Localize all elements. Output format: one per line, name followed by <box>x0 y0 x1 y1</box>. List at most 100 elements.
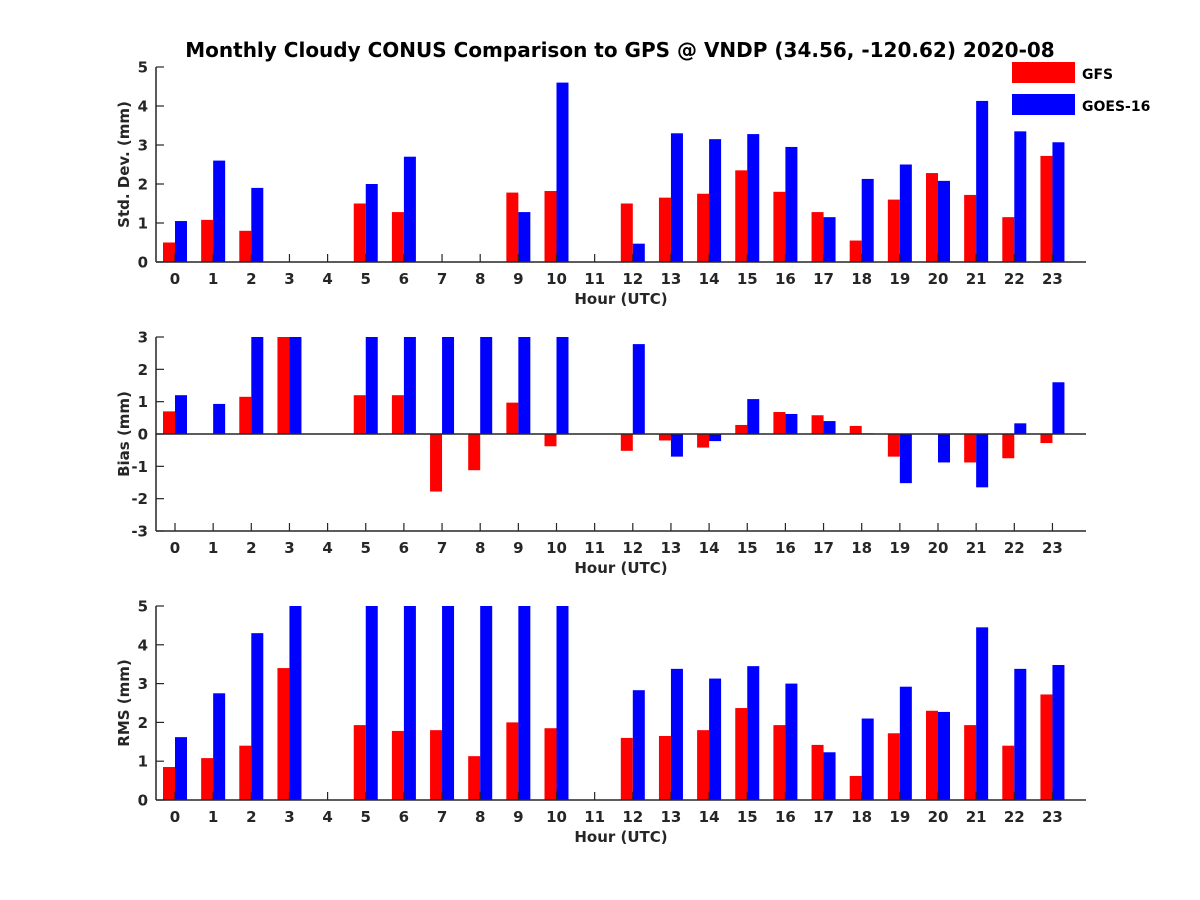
bias-bar-goes16-hour-0 <box>175 395 187 434</box>
bias-y-tick-label: 2 <box>138 361 148 379</box>
std-dev-x-tick-label: 14 <box>699 270 720 288</box>
bias-x-tick-label: 14 <box>699 539 720 557</box>
rms-y-axis-label: RMS (mm) <box>115 659 133 746</box>
std-dev-bar-gfs-hour-16 <box>773 191 786 262</box>
bias-x-tick-label: 7 <box>437 539 447 557</box>
std-dev-bar-goes16-hour-0 <box>175 221 187 262</box>
rms-y-tick-label: 0 <box>138 792 148 810</box>
std-dev-x-tick-label: 11 <box>584 270 605 288</box>
bias-bar-goes16-hour-6 <box>403 337 416 434</box>
rms-x-tick-label: 3 <box>284 808 294 826</box>
std-dev-bar-goes16-hour-22 <box>1014 131 1027 262</box>
std-dev-bar-goes16-hour-20 <box>938 180 950 262</box>
std-dev-bar-gfs-hour-14 <box>697 193 710 262</box>
std-dev-x-tick-label: 16 <box>775 270 796 288</box>
rms-y-tick-label: 4 <box>138 636 148 654</box>
legend-swatch-goes16 <box>1012 94 1075 115</box>
rms-bar-gfs-hour-18 <box>849 775 862 800</box>
std-dev-x-tick-label: 21 <box>966 270 987 288</box>
rms-x-tick-label: 9 <box>513 808 523 826</box>
rms-bar-goes16-hour-12 <box>632 690 645 800</box>
bias-bar-gfs-hour-0 <box>163 411 175 434</box>
rms-bar-goes16-hour-20 <box>938 711 950 800</box>
std-dev-y-tick-label: 2 <box>138 176 148 194</box>
rms-bar-gfs-hour-14 <box>697 730 710 800</box>
std-dev-bar-goes16-hour-1 <box>213 160 226 262</box>
bias-bar-goes16-hour-20 <box>938 434 950 463</box>
rms-bar-gfs-hour-5 <box>353 725 366 800</box>
bias-bar-goes16-hour-7 <box>442 337 455 434</box>
rms-bar-goes16-hour-18 <box>861 718 874 800</box>
bias-bar-gfs-hour-14 <box>697 434 710 448</box>
rms-bar-goes16-hour-1 <box>213 693 226 800</box>
std-dev-bar-gfs-hour-21 <box>964 194 977 262</box>
std-dev-y-tick-label: 3 <box>138 137 148 155</box>
std-dev-x-tick-label: 5 <box>361 270 371 288</box>
std-dev-x-tick-label: 9 <box>513 270 523 288</box>
std-dev-x-tick-label: 4 <box>322 270 332 288</box>
std-dev-bar-goes16-hour-16 <box>785 146 798 262</box>
bias-x-tick-label: 17 <box>813 539 834 557</box>
rms-x-tick-label: 12 <box>622 808 643 826</box>
rms-bar-gfs-hour-23 <box>1040 694 1053 800</box>
rms-bar-gfs-hour-8 <box>468 756 481 800</box>
bias-bar-goes16-hour-22 <box>1014 423 1027 434</box>
rms-bar-gfs-hour-17 <box>811 744 824 800</box>
bias-bar-gfs-hour-16 <box>773 412 786 434</box>
std-dev-y-tick-label: 4 <box>138 98 148 116</box>
bias-bar-goes16-hour-8 <box>480 337 493 434</box>
std-dev-x-tick-label: 0 <box>170 270 180 288</box>
std-dev-x-tick-label: 3 <box>284 270 294 288</box>
std-dev-bar-goes16-hour-13 <box>670 133 683 262</box>
rms-bar-gfs-hour-22 <box>1002 745 1015 800</box>
std-dev-bar-gfs-hour-13 <box>658 197 671 262</box>
bias-x-tick-label: 3 <box>284 539 294 557</box>
bias-y-tick-label: 3 <box>138 329 148 347</box>
rms-bar-goes16-hour-6 <box>403 606 416 800</box>
rms-x-tick-label: 20 <box>928 808 949 826</box>
rms-x-tick-label: 5 <box>361 808 371 826</box>
std-dev-bar-gfs-hour-23 <box>1040 155 1053 262</box>
rms-bar-gfs-hour-21 <box>964 725 977 800</box>
bias-y-tick-label: 1 <box>138 393 148 411</box>
bias-bar-goes16-hour-10 <box>556 337 569 434</box>
bias-bar-gfs-hour-12 <box>620 434 633 451</box>
bias-y-tick-label: -2 <box>131 490 148 508</box>
bias-bar-gfs-hour-3 <box>277 337 290 434</box>
std-dev-bar-gfs-hour-22 <box>1002 217 1015 262</box>
rms-x-tick-label: 18 <box>851 808 872 826</box>
std-dev-x-tick-label: 18 <box>851 270 872 288</box>
rms-x-tick-label: 6 <box>399 808 409 826</box>
std-dev-bar-gfs-hour-2 <box>239 230 252 262</box>
std-dev-bar-goes16-hour-17 <box>823 217 836 262</box>
std-dev-x-tick-label: 20 <box>928 270 949 288</box>
rms-bar-gfs-hour-16 <box>773 725 786 800</box>
std-dev-bar-gfs-hour-12 <box>620 203 633 262</box>
rms-x-tick-label: 23 <box>1042 808 1063 826</box>
rms-x-tick-label: 1 <box>208 808 218 826</box>
rms-y-tick-label: 3 <box>138 675 148 693</box>
rms-y-tick-label: 2 <box>138 714 148 732</box>
std-dev-bar-gfs-hour-20 <box>926 173 938 262</box>
bias-bar-gfs-hour-2 <box>239 396 252 434</box>
std-dev-x-tick-label: 6 <box>399 270 409 288</box>
rms-bar-gfs-hour-0 <box>163 767 175 800</box>
std-dev-bar-goes16-hour-6 <box>403 156 416 262</box>
rms-bar-goes16-hour-19 <box>899 686 912 800</box>
rms-x-tick-label: 22 <box>1004 808 1025 826</box>
std-dev-bar-gfs-hour-9 <box>506 192 519 262</box>
rms-bar-goes16-hour-3 <box>289 606 302 800</box>
rms-x-tick-label: 17 <box>813 808 834 826</box>
bias-x-tick-label: 6 <box>399 539 409 557</box>
std-dev-bar-gfs-hour-17 <box>811 212 824 262</box>
bias-bar-goes16-hour-12 <box>632 344 645 434</box>
bias-x-tick-label: 16 <box>775 539 796 557</box>
rms-x-tick-label: 4 <box>322 808 332 826</box>
bias-x-tick-label: 5 <box>361 539 371 557</box>
rms-bar-goes16-hour-14 <box>709 678 722 800</box>
std-dev-bar-gfs-hour-19 <box>887 199 900 262</box>
bias-bar-goes16-hour-15 <box>747 399 760 434</box>
bias-x-tick-label: 19 <box>889 539 910 557</box>
rms-bar-gfs-hour-10 <box>544 728 557 800</box>
bias-bar-gfs-hour-18 <box>849 425 862 434</box>
